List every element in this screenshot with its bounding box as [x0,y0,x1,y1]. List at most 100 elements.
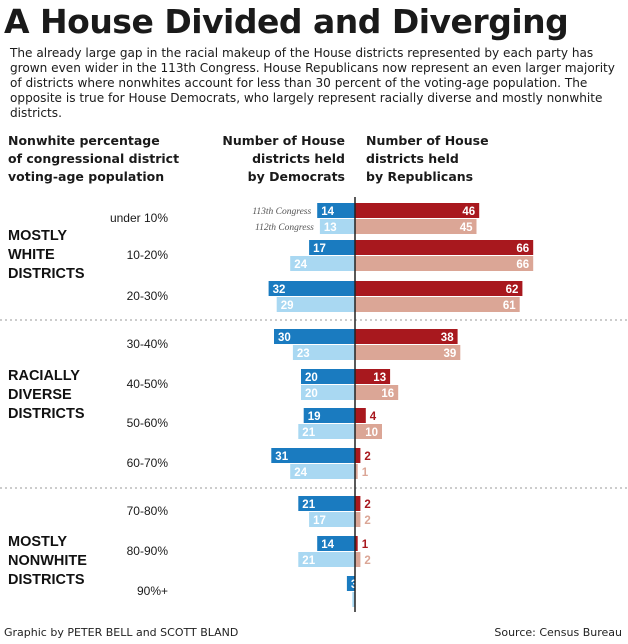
group-label: MOSTLY [8,534,67,550]
republican-value-label: 2 [364,499,370,511]
group-label: DISTRICTS [8,406,85,422]
republican-bar [355,496,361,511]
republican-value-label: 61 [503,300,516,312]
republican-value-label: 2 [364,515,370,527]
democrat-value-label: 21 [302,499,315,511]
republican-value-label: 16 [381,388,394,400]
democrat-value-label: 32 [273,284,286,296]
credit-source: Source: Census Bureau [494,626,622,639]
democrat-value-label: 31 [275,451,288,463]
category-header-line: Nonwhite percentage [8,133,160,148]
democrat-value-label: 24 [294,467,307,479]
democrat-value-label: 1 [356,595,363,607]
category-column-header: Nonwhite percentage of congressional dis… [8,132,179,186]
republican-bar [355,219,477,234]
chart-title: A House Divided and Diverging [4,2,569,41]
republican-value-label: 10 [365,427,378,439]
democrat-value-label: 14 [321,206,334,218]
democrats-header-line: districts held [252,151,345,166]
group-label: MOSTLY [8,228,67,244]
democrat-bar [301,369,355,384]
republican-bar [355,448,361,463]
group-label: RACIALLY [8,368,80,384]
republican-bar [355,345,461,360]
republican-value-label: 62 [506,284,519,296]
democrat-value-label: 13 [324,222,337,234]
chart-intro: The already large gap in the racial make… [10,46,615,120]
democrat-bar [319,219,355,234]
republican-bar [355,552,361,567]
category-label: 10-20% [127,248,169,262]
democrat-value-label: 30 [278,332,291,344]
republican-value-label: 39 [444,348,457,360]
republican-bar [355,512,361,527]
democrat-bar [298,552,355,567]
democrat-bar [268,281,355,296]
category-label: 50-60% [127,416,169,430]
republican-value-label: 38 [441,332,454,344]
republican-bar [355,408,366,423]
republican-value-label: 2 [364,451,370,463]
category-label: 60-70% [127,456,169,470]
democrat-bar [317,536,355,551]
democrat-bar [346,576,355,591]
democrat-bar [301,385,355,400]
group-label: DISTRICTS [8,266,85,282]
group-label: DIVERSE [8,387,72,403]
group-label: WHITE [8,247,55,263]
republican-bar [355,369,391,384]
republican-value-label: 46 [462,206,475,218]
democrat-bar [309,240,355,255]
democrat-value-label: 20 [305,372,318,384]
democrat-bar [352,592,355,607]
democrat-bar [290,256,355,271]
republican-bar [355,281,523,296]
democrat-bar [271,448,355,463]
republican-value-label: 4 [370,411,377,423]
republican-value-label: 1 [362,467,369,479]
democrat-bar [309,512,355,527]
republican-value-label: 13 [373,372,386,384]
democrat-value-label: 23 [297,348,310,360]
republican-value-label: 1 [362,539,369,551]
democrat-bar [290,464,355,479]
category-header-line: voting-age population [8,169,165,184]
democrat-value-label: 19 [308,411,321,423]
democrat-bar [274,329,355,344]
category-label: 20-30% [127,289,169,303]
republican-value-label: 66 [516,243,529,255]
republican-bar [355,256,534,271]
republican-bar [355,297,520,312]
republican-bar [355,424,382,439]
republicans-header-line: Number of House [366,133,489,148]
democrats-header-line: by Democrats [247,169,345,184]
republican-bar [355,464,358,479]
category-header-line: of congressional district [8,151,180,166]
republican-value-label: 45 [460,222,473,234]
republican-bar [355,203,480,218]
democrat-bar [303,408,355,423]
category-label: 80-90% [127,544,169,558]
republican-bar [355,240,534,255]
republican-value-label: 2 [364,555,370,567]
republicans-header-line: districts held [366,151,459,166]
republican-bar [355,329,458,344]
democrat-bar [298,496,355,511]
democrat-value-label: 3 [351,579,357,591]
category-label: 90%+ [137,584,168,598]
category-label: 40-50% [127,377,169,391]
republicans-column-header: Number of House districts held by Republ… [366,132,489,186]
democrat-value-label: 21 [302,427,315,439]
group-label: DISTRICTS [8,572,85,588]
democrat-value-label: 29 [281,300,294,312]
democrat-value-label: 24 [294,259,307,271]
democrat-value-label: 17 [313,243,326,255]
republican-bar [355,385,399,400]
democrat-bar [292,345,355,360]
democrat-value-label: 17 [313,515,326,527]
group-label: NONWHITE [8,553,87,569]
democrat-bar [276,297,355,312]
republicans-header-line: by Republicans [366,169,474,184]
series-label-113: 113th Congress [252,207,311,217]
